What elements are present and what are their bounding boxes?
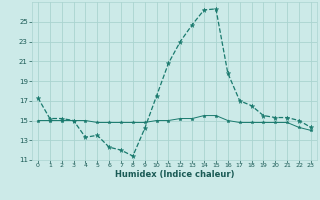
X-axis label: Humidex (Indice chaleur): Humidex (Indice chaleur) bbox=[115, 170, 234, 179]
